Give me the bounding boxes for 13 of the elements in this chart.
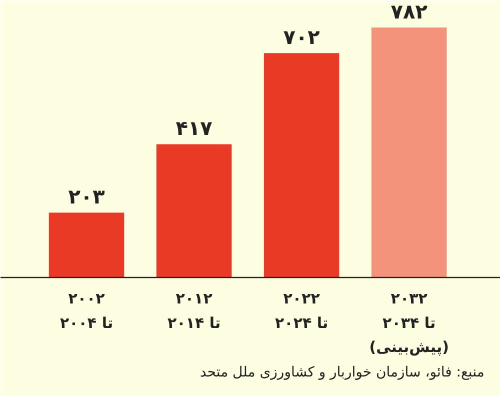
data-label: ۷۸۲ <box>390 0 428 24</box>
bar <box>156 144 232 278</box>
x-tick-label: ۲۰۳۲ تا ۲۰۳۴ (پیش‌بینی) <box>369 290 449 356</box>
bar <box>371 28 447 278</box>
x-tick-label: ۲۰۱۲ تا ۲۰۱۴ <box>167 290 221 332</box>
bar <box>264 53 340 278</box>
x-tick-label: ۲۰۲۲ تا ۲۰۲۴ <box>275 290 328 332</box>
bar <box>48 212 124 278</box>
data-label: ۷۰۲ <box>283 25 320 50</box>
data-label: ۲۰۳ <box>68 184 105 209</box>
x-tick-label: ۲۰۰۲ تا ۲۰۰۴ <box>60 290 114 332</box>
text: منبع: فائو، سازمان خواربار و کشاورزی ملل متحد <box>200 364 484 380</box>
data-label: ۴۱۷ <box>176 116 212 140</box>
